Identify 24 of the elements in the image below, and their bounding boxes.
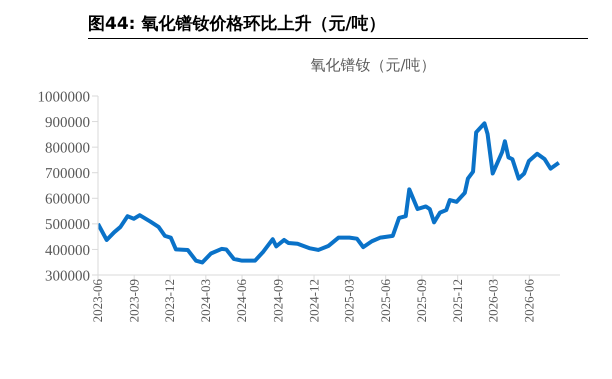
y-tick-label: 300000 — [45, 268, 90, 284]
y-tick-label: 500000 — [45, 217, 90, 234]
x-tick-label: 2023-09 — [126, 279, 142, 322]
x-tick-label: 2026-06 — [522, 278, 537, 322]
y-tick-label: 1000000 — [38, 89, 90, 106]
x-tick-label: 2023-12 — [162, 279, 178, 322]
x-tick-label: 2024-03 — [198, 279, 214, 322]
x-tick-label: 2025-06 — [378, 278, 393, 322]
chart-subtitle: 氧化镨钕（元/吨） — [309, 56, 437, 75]
x-tick-label: 2025-03 — [342, 279, 357, 322]
y-tick-label: 400000 — [45, 242, 90, 259]
line-series — [98, 121, 560, 264]
x-tick-label: 2025-09 — [414, 279, 430, 322]
x-tick-label: 2024-06 — [234, 278, 250, 322]
x-tick-label: 2025-12 — [450, 279, 465, 322]
y-tick-label: 800000 — [45, 140, 90, 156]
y-tick-label: 700000 — [45, 166, 90, 182]
chart-title: 图44: 氧化镨钕价格环比上升（元/吨） — [88, 12, 588, 39]
y-tick-label: 900000 — [45, 114, 90, 131]
x-tick-label: 2024-12 — [306, 279, 322, 322]
x-tick-label: 2023-06 — [90, 278, 106, 322]
x-tick-label: 2024-09 — [270, 279, 286, 322]
y-tick-label: 600000 — [45, 192, 90, 208]
x-tick-label: 2026-03 — [485, 279, 500, 322]
